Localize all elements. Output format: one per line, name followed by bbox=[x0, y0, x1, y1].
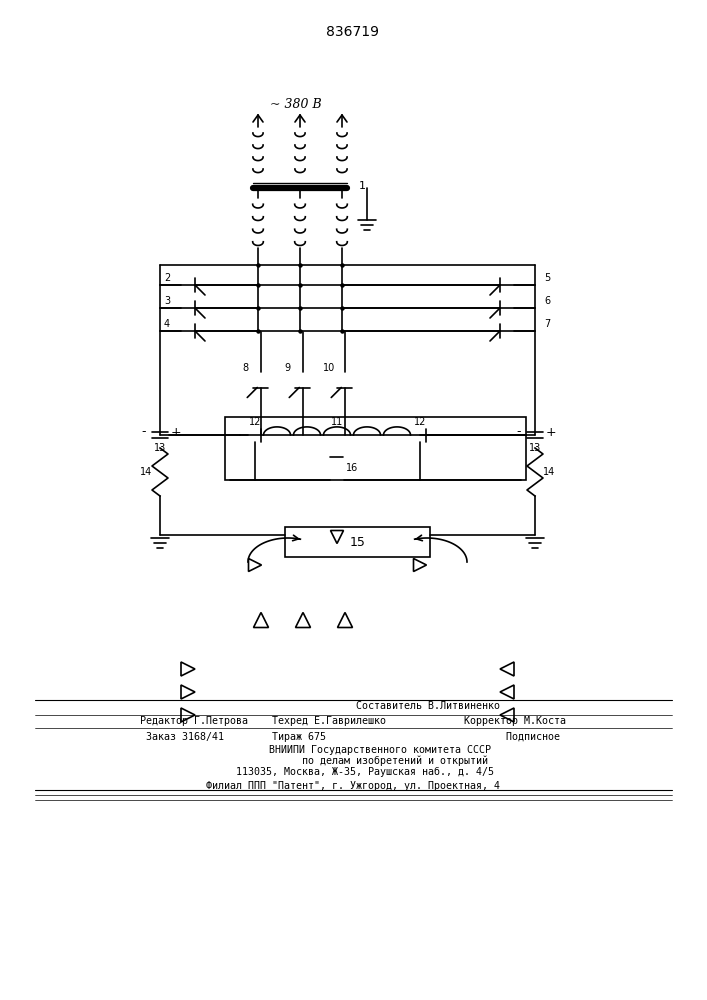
Text: 9: 9 bbox=[284, 363, 290, 373]
Text: 14: 14 bbox=[140, 467, 152, 477]
Text: +: + bbox=[546, 426, 556, 438]
Polygon shape bbox=[330, 530, 344, 544]
Text: -: - bbox=[517, 426, 521, 438]
Text: 8: 8 bbox=[242, 363, 248, 373]
Bar bbox=[285, 527, 430, 557]
Polygon shape bbox=[414, 558, 426, 572]
Text: 10: 10 bbox=[323, 363, 335, 373]
Text: 836719: 836719 bbox=[327, 25, 380, 39]
Text: 11: 11 bbox=[331, 417, 343, 427]
Text: Заказ 3168/41        Тираж 675                              Подписное: Заказ 3168/41 Тираж 675 Подписное bbox=[146, 732, 560, 742]
Text: 13: 13 bbox=[529, 443, 541, 453]
Text: 1: 1 bbox=[358, 181, 366, 191]
Text: +: + bbox=[170, 426, 181, 438]
Polygon shape bbox=[248, 558, 262, 572]
Bar bbox=[225, 417, 526, 480]
Text: 3: 3 bbox=[164, 296, 170, 306]
Text: 7: 7 bbox=[544, 319, 550, 329]
Text: ~ 380 B: ~ 380 B bbox=[270, 99, 322, 111]
Text: по делам изобретений и открытий: по делам изобретений и открытий bbox=[218, 756, 488, 766]
Text: Редактор Г.Петрова    Техред Е.Гаврилешко             Корректор М.Коста: Редактор Г.Петрова Техред Е.Гаврилешко К… bbox=[140, 716, 566, 726]
Text: -: - bbox=[141, 426, 146, 438]
Text: 16: 16 bbox=[346, 463, 358, 473]
Text: 13: 13 bbox=[154, 443, 166, 453]
Text: Составитель В.Литвиненко: Составитель В.Литвиненко bbox=[206, 701, 500, 711]
Text: 14: 14 bbox=[543, 467, 555, 477]
Text: 113035, Москва, Ж-35, Раушская наб., д. 4/5: 113035, Москва, Ж-35, Раушская наб., д. … bbox=[212, 767, 494, 777]
Text: 12: 12 bbox=[414, 417, 426, 427]
Text: 6: 6 bbox=[544, 296, 550, 306]
Text: 12: 12 bbox=[249, 417, 261, 427]
Text: 4: 4 bbox=[164, 319, 170, 329]
Text: 15: 15 bbox=[349, 536, 366, 548]
Text: 2: 2 bbox=[164, 273, 170, 283]
Text: Филиал ППП "Патент", г. Ужгород, ул. Проектная, 4: Филиал ППП "Патент", г. Ужгород, ул. Про… bbox=[206, 781, 500, 791]
Text: ВНИИПИ Государственного комитета СССР: ВНИИПИ Государственного комитета СССР bbox=[215, 745, 491, 755]
Text: 5: 5 bbox=[544, 273, 550, 283]
